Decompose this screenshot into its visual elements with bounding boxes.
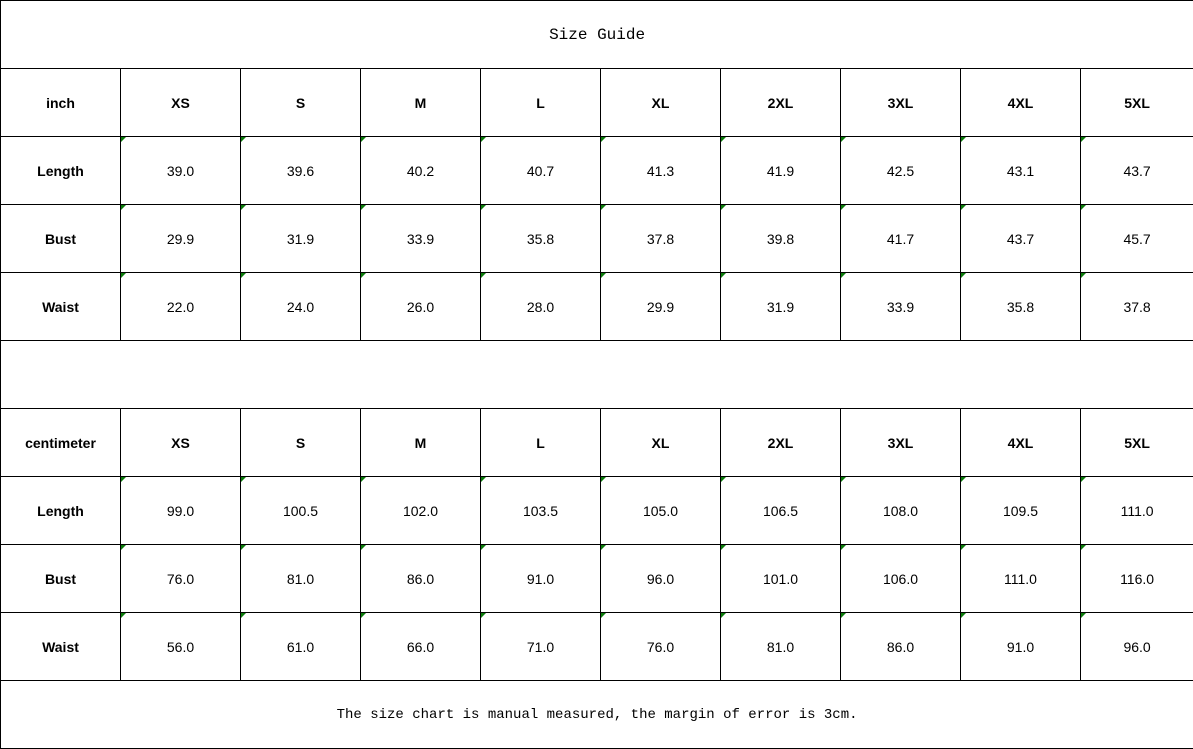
measurement-cell: 43.1 bbox=[960, 136, 1081, 205]
table-row: Waist 56.0 61.0 66.0 71.0 76.0 81.0 86.0 91.0 96.… bbox=[0, 612, 1193, 681]
measurement-cell: 33.9 bbox=[360, 204, 481, 273]
measurement-cell: 35.8 bbox=[960, 272, 1081, 341]
header-row: inch XS S M L XL 2XL 3XL 4XL 5XL bbox=[0, 68, 1193, 137]
measurement-cell: 41.7 bbox=[840, 204, 961, 273]
measurement-cell: 26.0 bbox=[360, 272, 481, 341]
size-header: S bbox=[240, 68, 361, 137]
size-header: XS bbox=[120, 408, 241, 477]
size-header: XL bbox=[600, 408, 721, 477]
unit-header: inch bbox=[0, 68, 121, 137]
measurement-cell: 35.8 bbox=[480, 204, 601, 273]
measurement-cell: 43.7 bbox=[1079, 136, 1193, 205]
measurement-cell: 41.3 bbox=[600, 136, 721, 205]
size-header: M bbox=[360, 408, 481, 477]
measurement-cell: 111.0 bbox=[1079, 476, 1193, 545]
size-header: 4XL bbox=[960, 408, 1081, 477]
size-header: 2XL bbox=[720, 408, 841, 477]
measurement-cell: 76.0 bbox=[120, 544, 241, 613]
measurement-cell: 101.0 bbox=[720, 544, 841, 613]
table-row: Bust 29.9 31.9 33.9 35.8 37.8 39.8 41.7 43.7 45.7 bbox=[0, 204, 1193, 273]
row-label: Bust bbox=[0, 204, 121, 273]
measurement-cell: 103.5 bbox=[480, 476, 601, 545]
size-header: 4XL bbox=[960, 68, 1081, 137]
measurement-cell: 31.9 bbox=[720, 272, 841, 341]
measurement-cell: 39.8 bbox=[720, 204, 841, 273]
measurement-cell: 86.0 bbox=[840, 612, 961, 681]
measurement-cell: 39.0 bbox=[120, 136, 241, 205]
table-title: Size Guide bbox=[0, 0, 1193, 69]
measurement-cell: 81.0 bbox=[240, 544, 361, 613]
measurement-cell: 29.9 bbox=[120, 204, 241, 273]
size-header: S bbox=[240, 408, 361, 477]
size-header: L bbox=[480, 408, 601, 477]
table-row: Length 39.0 39.6 40.2 40.7 41.3 41.9 42.5 43.1 43… bbox=[0, 136, 1193, 205]
size-header: 3XL bbox=[840, 408, 961, 477]
measurement-cell: 33.9 bbox=[840, 272, 961, 341]
measurement-cell: 102.0 bbox=[360, 476, 481, 545]
size-header: XS bbox=[120, 68, 241, 137]
header-row: centimeter XS S M L XL 2XL 3XL 4XL 5XL bbox=[0, 408, 1193, 477]
measurement-cell: 106.5 bbox=[720, 476, 841, 545]
measurement-cell: 37.8 bbox=[1079, 272, 1193, 341]
measurement-cell: 37.8 bbox=[600, 204, 721, 273]
measurement-cell: 109.5 bbox=[960, 476, 1081, 545]
row-label: Waist bbox=[0, 612, 121, 681]
measurement-cell: 24.0 bbox=[240, 272, 361, 341]
measurement-cell: 96.0 bbox=[1079, 612, 1193, 681]
row-label: Bust bbox=[0, 544, 121, 613]
table-row: Waist 22.0 24.0 26.0 28.0 29.9 31.9 33.9 35.8 37.… bbox=[0, 272, 1193, 341]
measurement-cell: 91.0 bbox=[480, 544, 601, 613]
measurement-cell: 81.0 bbox=[720, 612, 841, 681]
size-header: 5XL bbox=[1079, 408, 1193, 477]
measurement-cell: 108.0 bbox=[840, 476, 961, 545]
measurement-cell: 105.0 bbox=[600, 476, 721, 545]
row-label: Length bbox=[0, 136, 121, 205]
measurement-cell: 76.0 bbox=[600, 612, 721, 681]
measurement-cell: 116.0 bbox=[1079, 544, 1193, 613]
measurement-cell: 111.0 bbox=[960, 544, 1081, 613]
measurement-cell: 40.7 bbox=[480, 136, 601, 205]
measurement-cell: 66.0 bbox=[360, 612, 481, 681]
measurement-cell: 106.0 bbox=[840, 544, 961, 613]
measurement-cell: 91.0 bbox=[960, 612, 1081, 681]
measurement-cell: 45.7 bbox=[1079, 204, 1193, 273]
measurement-cell: 43.7 bbox=[960, 204, 1081, 273]
size-header: 3XL bbox=[840, 68, 961, 137]
size-header: XL bbox=[600, 68, 721, 137]
measurement-cell: 99.0 bbox=[120, 476, 241, 545]
spacer-row bbox=[0, 340, 1193, 409]
row-label: Waist bbox=[0, 272, 121, 341]
size-header: 5XL bbox=[1079, 68, 1193, 137]
size-header: 2XL bbox=[720, 68, 841, 137]
measurement-cell: 40.2 bbox=[360, 136, 481, 205]
table-row: Bust 76.0 81.0 86.0 91.0 96.0 101.0 106.0 111.0 1… bbox=[0, 544, 1193, 613]
measurement-note: The size chart is manual measured, the m… bbox=[0, 680, 1193, 749]
measurement-cell: 31.9 bbox=[240, 204, 361, 273]
measurement-cell: 61.0 bbox=[240, 612, 361, 681]
measurement-cell: 42.5 bbox=[840, 136, 961, 205]
measurement-cell: 29.9 bbox=[600, 272, 721, 341]
measurement-cell: 22.0 bbox=[120, 272, 241, 341]
measurement-cell: 28.0 bbox=[480, 272, 601, 341]
table-row: Length 99.0 100.5 102.0 103.5 105.0 106.5 108.0… bbox=[0, 476, 1193, 545]
measurement-cell: 71.0 bbox=[480, 612, 601, 681]
measurement-cell: 41.9 bbox=[720, 136, 841, 205]
measurement-cell: 56.0 bbox=[120, 612, 241, 681]
size-header: M bbox=[360, 68, 481, 137]
measurement-cell: 86.0 bbox=[360, 544, 481, 613]
unit-header: centimeter bbox=[0, 408, 121, 477]
row-label: Length bbox=[0, 476, 121, 545]
size-header: L bbox=[480, 68, 601, 137]
measurement-cell: 100.5 bbox=[240, 476, 361, 545]
measurement-cell: 39.6 bbox=[240, 136, 361, 205]
measurement-cell: 96.0 bbox=[600, 544, 721, 613]
